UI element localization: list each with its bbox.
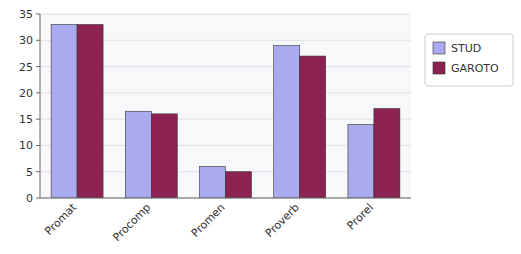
legend-swatch <box>433 62 445 74</box>
tick-label: 35 <box>19 8 33 21</box>
x-axis: Promat Procomp Promen Proverb Prorel <box>42 200 376 244</box>
bar <box>300 56 326 198</box>
legend-label: GAROTO <box>451 62 499 75</box>
bar <box>348 124 374 198</box>
bars <box>51 25 400 198</box>
tick-mark <box>36 145 40 146</box>
tick-mark <box>36 198 40 199</box>
bar <box>374 109 400 198</box>
tick-label: 25 <box>19 61 33 74</box>
tick-label: 10 <box>19 139 33 152</box>
tick-mark <box>36 66 40 67</box>
bar <box>51 25 77 198</box>
category-label: Procomp <box>110 201 153 244</box>
tick-label: 15 <box>19 113 33 126</box>
category-label: Promat <box>42 200 79 237</box>
tick-label: 30 <box>19 34 33 47</box>
chart: 0 5 10 15 20 25 30 35 Promat Procomp Promen Proverb… <box>0 0 521 254</box>
plot-area <box>40 14 411 198</box>
category-label: Promen <box>189 201 228 240</box>
tick-label: 0 <box>26 192 33 205</box>
bar <box>200 166 226 198</box>
tick-mark <box>36 40 40 41</box>
tick-mark <box>36 92 40 93</box>
legend: STUD GAROTO <box>425 34 513 86</box>
category-label: Prorel <box>345 201 377 233</box>
y-axis: 0 5 10 15 20 25 30 35 <box>19 8 411 205</box>
bar <box>151 114 177 198</box>
grid-line <box>40 198 411 199</box>
tick-mark <box>36 14 40 15</box>
bar <box>77 25 103 198</box>
bar <box>274 46 300 198</box>
tick-mark <box>36 119 40 120</box>
tick-label: 20 <box>19 87 33 100</box>
bar <box>226 172 252 198</box>
category-label: Proverb <box>263 201 302 240</box>
tick-label: 5 <box>26 166 33 179</box>
legend-label: STUD <box>451 42 481 55</box>
grid-line <box>40 14 411 15</box>
bar <box>125 111 151 198</box>
y-axis-line <box>40 14 41 198</box>
legend-box <box>425 34 513 86</box>
x-axis-line <box>40 198 411 199</box>
legend-swatch <box>433 42 445 54</box>
tick-mark <box>36 171 40 172</box>
